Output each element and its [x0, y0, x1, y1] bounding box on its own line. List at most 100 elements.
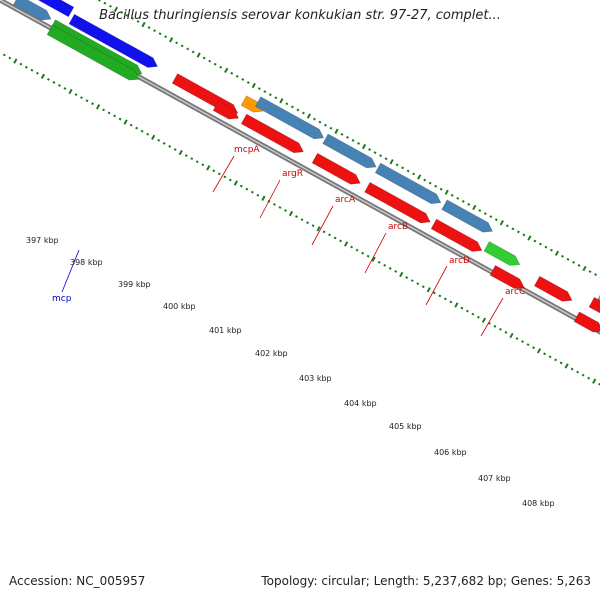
outer-tick — [169, 37, 174, 43]
inner-tick — [278, 206, 282, 209]
outer-tick — [175, 41, 179, 45]
outer-tick — [285, 102, 289, 106]
inner-tick — [162, 141, 166, 145]
outer-tick — [263, 90, 267, 94]
inner-tick — [449, 300, 453, 304]
outer-tick — [235, 74, 239, 78]
inner-tick — [217, 172, 221, 176]
inner-tick — [339, 239, 343, 243]
outer-tick — [196, 52, 201, 58]
outer-tick — [334, 128, 339, 134]
outer-tick — [389, 159, 394, 165]
outer-tick — [499, 220, 504, 226]
inner-tick — [438, 294, 442, 298]
inner-tick — [284, 209, 287, 212]
inner-tick — [443, 297, 447, 301]
inner-tick — [471, 312, 475, 316]
inner-tick — [548, 355, 552, 359]
inner-tick — [40, 73, 46, 79]
outer-tick — [588, 270, 592, 273]
outer-tick — [439, 187, 443, 191]
outer-tick — [538, 242, 542, 246]
inner-tick — [399, 271, 404, 278]
outer-tick — [301, 111, 305, 115]
inner-tick — [24, 65, 28, 69]
outer-tick-track — [97, 0, 600, 279]
inner-tick — [68, 88, 73, 95]
inner-tick — [228, 178, 232, 182]
outer-tick — [434, 184, 438, 188]
inner-tick — [58, 84, 61, 87]
outer-tick — [180, 44, 184, 48]
inner-tick — [481, 317, 487, 323]
inner-tick — [426, 287, 431, 293]
outer-tick — [428, 181, 432, 185]
outer-tick — [97, 0, 101, 2]
outer-tick — [483, 212, 487, 216]
inner-tick — [74, 93, 78, 97]
outer-tick — [572, 260, 575, 264]
outer-tick — [384, 157, 388, 161]
outer-tick — [147, 26, 151, 30]
red-gene-arrow — [588, 296, 600, 314]
inner-tick — [102, 108, 106, 112]
tick-label: 401 kbp — [209, 326, 242, 335]
outer-tick — [208, 59, 212, 63]
inner-tick — [355, 248, 359, 252]
inner-tick — [543, 352, 547, 356]
inner-tick — [564, 363, 569, 369]
steelblue-gene-arrow — [374, 162, 442, 205]
leader-line — [212, 155, 235, 193]
inner-tick — [592, 378, 597, 384]
outer-tick — [527, 235, 532, 241]
inner-tick — [460, 306, 464, 310]
blue-gene-arrow — [38, 0, 75, 18]
inner-tick — [273, 202, 276, 206]
inner-tick — [570, 367, 574, 371]
inner-tick — [383, 263, 387, 267]
outer-tick — [324, 123, 327, 127]
outer-tick — [582, 265, 587, 272]
inner-tick — [465, 309, 469, 313]
outer-tick — [395, 163, 399, 167]
inner-tick — [421, 285, 425, 289]
inner-tick — [146, 132, 150, 136]
outer-tick — [478, 209, 482, 212]
outer-tick — [296, 108, 300, 112]
darkgreen-gene-arrow — [49, 19, 143, 76]
inner-tick — [416, 282, 420, 286]
inner-tick — [350, 245, 354, 249]
inner-tick — [328, 233, 332, 237]
label-leader-lines — [61, 155, 504, 337]
steelblue-gene-arrow — [441, 199, 494, 233]
genome-stats: Topology: circular; Length: 5,237,682 bp… — [261, 574, 591, 588]
inner-tick — [322, 230, 326, 234]
outer-tick — [412, 172, 416, 176]
inner-tick — [509, 332, 514, 339]
inner-tick — [206, 165, 211, 171]
inner-tick — [135, 126, 139, 130]
outer-tick — [423, 178, 427, 182]
tick-label: 405 kbp — [389, 422, 422, 431]
inner-tick — [184, 154, 188, 157]
inner-tick — [8, 56, 12, 60]
inner-tick — [295, 215, 298, 218]
inner-tick — [587, 376, 591, 380]
inner-tick — [178, 149, 183, 156]
leader-line — [259, 179, 281, 219]
tick-label: 407 kbp — [478, 474, 511, 483]
inner-tick — [19, 62, 23, 66]
outer-tick — [257, 87, 261, 90]
inner-tick — [311, 224, 315, 228]
outer-tick — [186, 47, 190, 51]
outer-tick — [406, 169, 410, 173]
outer-tick — [554, 250, 560, 256]
outer-tick — [340, 132, 344, 136]
red-gene-arrow — [573, 311, 600, 333]
inner-tick — [499, 327, 502, 331]
steelblue-gene-arrow — [13, 0, 52, 21]
inner-tick-track — [0, 51, 600, 386]
inner-tick — [140, 129, 144, 133]
inner-tick — [123, 119, 128, 125]
gene-labels: mcpA argR arcA arcB arcD arcC mcp — [52, 145, 525, 304]
